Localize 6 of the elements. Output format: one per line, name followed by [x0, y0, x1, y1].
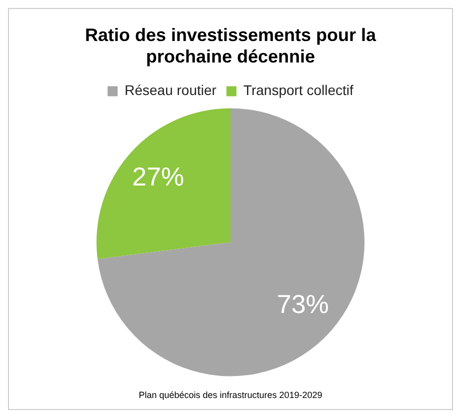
data-label: 73%	[276, 289, 329, 320]
legend-label: Transport collectif	[243, 82, 354, 98]
chart-title: Ratio des investissements pour la prochaine décennie	[84, 24, 378, 66]
text: Plan québécois des infrastructures 2019-2029	[138, 390, 322, 400]
data-label: 27%	[132, 162, 184, 192]
legend-label: Réseau routier	[124, 82, 217, 98]
